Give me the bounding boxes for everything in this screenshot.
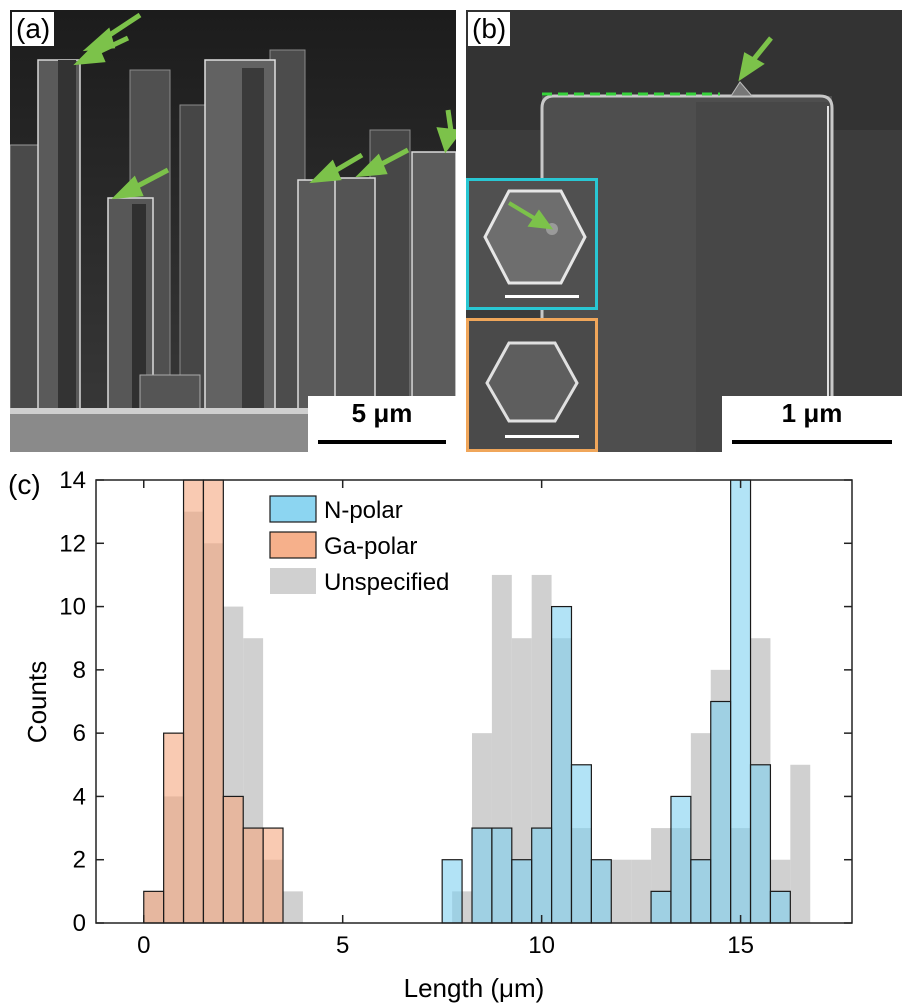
sem-image-a: (a) 5 μm: [10, 10, 456, 452]
histogram-bar: [631, 860, 651, 923]
y-tick-label: 6: [73, 720, 86, 747]
scale-bar-line-a: [318, 440, 446, 444]
histogram-bar: [164, 733, 184, 923]
y-tick-label: 8: [73, 657, 86, 684]
histogram-bar: [512, 860, 532, 923]
sem-image-b: (b) 1 μm: [466, 10, 902, 452]
histogram-bar: [442, 860, 462, 923]
histogram-bar: [203, 480, 223, 923]
y-tick-label: 2: [73, 847, 86, 874]
histogram-bar: [711, 702, 731, 924]
scale-bar-b: 1 μm: [722, 396, 902, 452]
panel-label-b: (b): [468, 12, 510, 46]
histogram-bar: [651, 891, 671, 923]
histogram-bar: [571, 765, 591, 923]
panel-label-c: (c): [8, 469, 41, 500]
histogram-bar: [790, 765, 810, 923]
x-tick-label: 5: [336, 932, 349, 959]
legend-swatch: [270, 532, 316, 558]
histogram-bar: [532, 828, 552, 923]
histogram-bar: [591, 860, 611, 923]
hexagon-icon: [469, 321, 595, 449]
legend-label: N-polar: [324, 497, 403, 524]
inset-bottom: [466, 318, 598, 452]
y-tick-label: 14: [59, 467, 86, 494]
histogram-bar: [184, 480, 204, 923]
legend-swatch: [270, 496, 316, 522]
legend-label: Unspecified: [324, 569, 449, 596]
x-tick-label: 15: [727, 932, 754, 959]
y-tick-label: 10: [59, 594, 86, 621]
histogram-bar: [243, 828, 263, 923]
scale-bar-line-b: [732, 440, 892, 444]
legend-label: Ga-polar: [324, 533, 417, 560]
histogram-bar: [283, 891, 303, 923]
histogram-bar: [611, 860, 631, 923]
legend-swatch: [270, 568, 316, 594]
x-tick-label: 10: [528, 932, 555, 959]
inset-scale-bar: [505, 295, 579, 298]
y-tick-label: 4: [73, 783, 86, 810]
histogram-bar: [731, 480, 751, 923]
y-axis-label: Counts: [22, 661, 52, 743]
y-tick-label: 12: [59, 530, 86, 557]
plot-area: 0 5 10 15 0 2 4 6 8 10 12 14: [59, 467, 852, 959]
hexagon-icon: [469, 181, 595, 307]
inset-scale-bar: [505, 435, 579, 438]
histogram-bar: [691, 860, 711, 923]
histogram-bar: [492, 828, 512, 923]
legend: N-polar Ga-polar Unspecified: [270, 496, 449, 596]
panel-label-a: (a): [12, 12, 54, 46]
x-axis-label: Length (μm): [404, 973, 545, 1003]
histogram-bar: [751, 765, 771, 923]
y-tick-label: 0: [73, 910, 86, 937]
histogram-chart: (c) 0 5 10 15 0 2 4 6 8 10 12 14 Counts Length (μm)…: [0, 462, 906, 1005]
x-tick-label: 0: [137, 932, 150, 959]
histogram-bar: [472, 828, 492, 923]
histogram-bar: [552, 607, 572, 923]
histogram-bar: [144, 891, 164, 923]
sem-illustration-a: [10, 10, 456, 452]
scale-bar-a: 5 μm: [308, 396, 456, 452]
inset-top: [466, 178, 598, 310]
histogram-bar: [223, 796, 243, 923]
histogram-bar: [671, 796, 691, 923]
scale-bar-label-a: 5 μm: [308, 398, 456, 429]
histogram-bar: [770, 891, 790, 923]
scale-bar-label-b: 1 μm: [722, 398, 902, 429]
histogram-bar: [263, 828, 283, 923]
